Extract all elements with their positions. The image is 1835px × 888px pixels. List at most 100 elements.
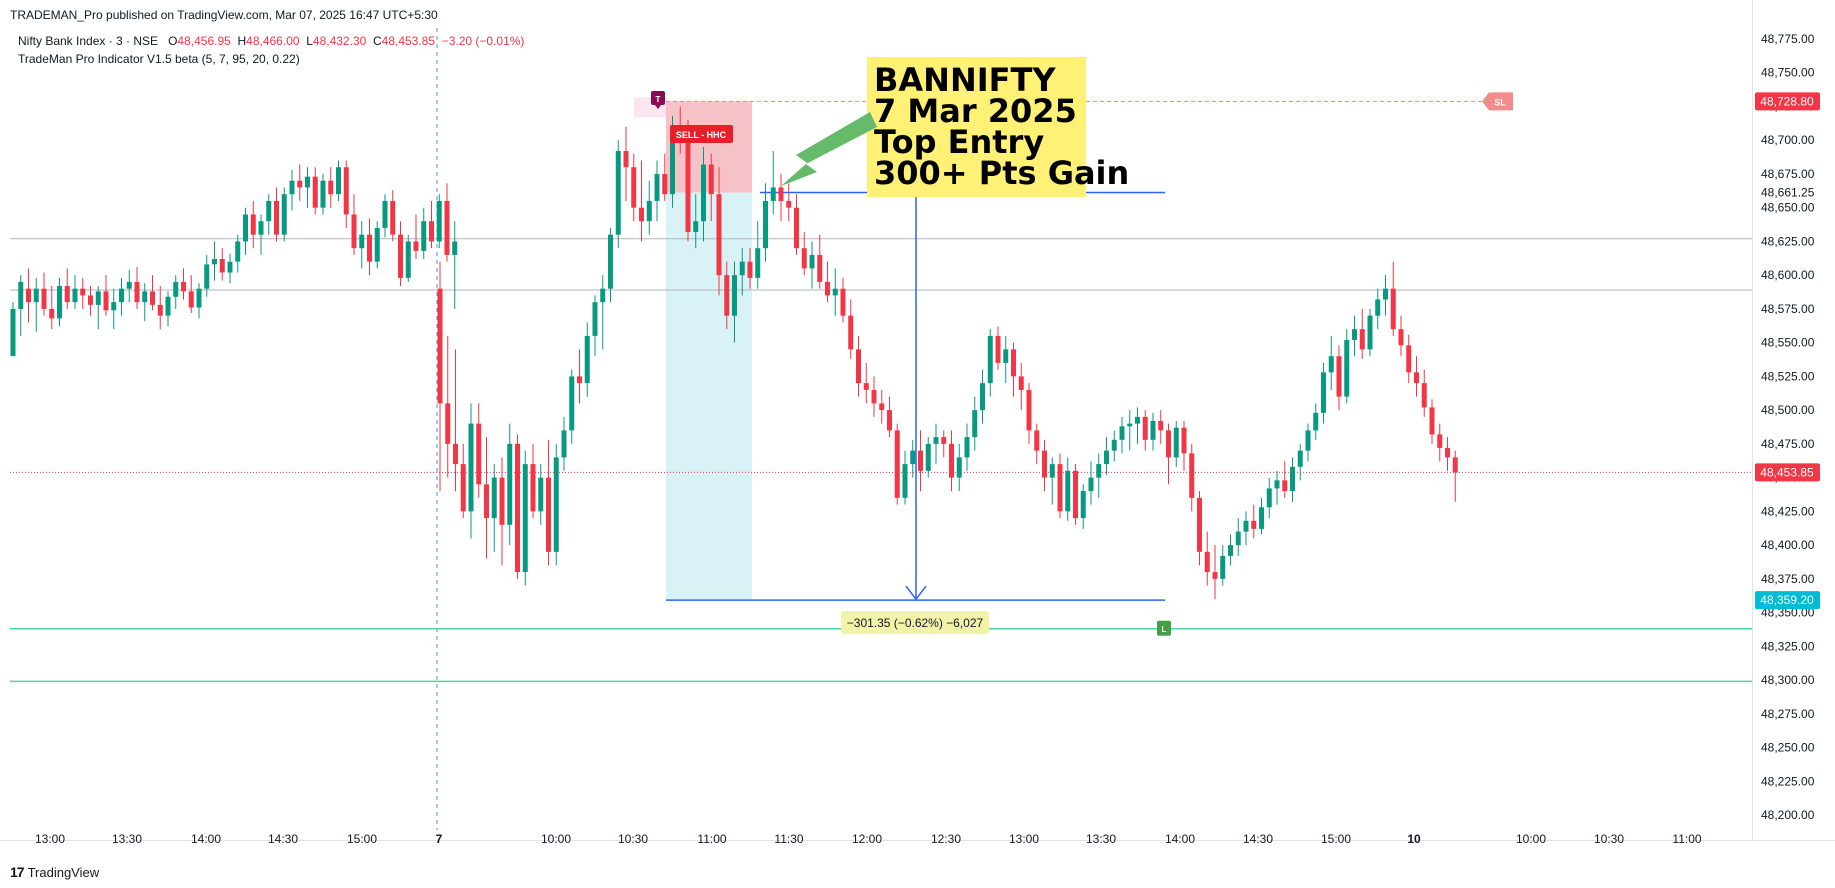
candle-body (359, 234, 365, 249)
candle-body (848, 315, 854, 350)
candle-body (413, 241, 419, 251)
candle-body (639, 207, 644, 222)
candle-body (1398, 329, 1404, 346)
time-tick-label: 14:30 (268, 832, 298, 846)
candle-body (173, 281, 179, 297)
candle-body (64, 285, 70, 303)
candle-body (654, 173, 660, 201)
price-tick-label: 48,475.00 (1761, 437, 1815, 451)
profit-zone (666, 192, 752, 601)
candle-body (405, 241, 411, 278)
candle-body (1297, 450, 1303, 467)
candle-body (964, 437, 970, 458)
time-tick-label: 10:00 (541, 832, 571, 846)
candle-body (1313, 412, 1319, 431)
candle-body (1173, 427, 1179, 458)
candle-body (72, 288, 78, 303)
candle-body (623, 151, 629, 168)
symbol-label[interactable]: Nifty Bank Index · 3 · NSE (18, 34, 159, 48)
tradingview-mark-icon: 17 (10, 864, 25, 880)
candle-body (150, 291, 155, 305)
published-caption: TRADEMAN_Pro published on TradingView.co… (10, 8, 438, 22)
open-value: 48,456.95 (177, 34, 231, 48)
price-axis[interactable]: 48,775.0048,750.0048,725.0048,700.0048,6… (1752, 0, 1815, 840)
candle-body (1305, 430, 1311, 451)
candle-body (1290, 466, 1295, 492)
candle-body (708, 164, 714, 195)
candle-body (204, 264, 210, 289)
candle-body (374, 227, 380, 262)
candle-body (1042, 450, 1047, 478)
candle-body (429, 221, 434, 242)
low-value: 48,432.30 (312, 34, 367, 48)
indicator-legend[interactable]: TradeMan Pro Indicator V1.5 beta (5, 7, … (18, 52, 300, 66)
candle-body (739, 261, 745, 276)
time-tick-label: 14:00 (191, 832, 221, 846)
candle-body (670, 129, 675, 195)
time-tick-label: 14:30 (1243, 832, 1273, 846)
time-axis[interactable]: 13:00 13:30 14:00 14:30 15:00 7 10:00 10:30 11:0… (0, 832, 1835, 846)
time-tick-label: 13:30 (112, 832, 142, 846)
candle-body (351, 214, 357, 249)
candle-body (212, 258, 217, 265)
price-tick-label: 48,600.00 (1761, 268, 1815, 282)
price-tick-label: 48,625.00 (1761, 234, 1815, 248)
candle-body (437, 288, 443, 404)
annotation-line: Top Entry (874, 123, 1044, 161)
candle-body (80, 288, 86, 296)
candle-body (716, 194, 722, 276)
tradingview-brand: TradingView (27, 864, 100, 880)
tradingview-logo[interactable]: 17 TradingView (10, 864, 99, 880)
candle-body (445, 403, 451, 444)
candle-body (119, 288, 124, 303)
measure-arrow-head (905, 585, 927, 601)
candle-body (219, 258, 225, 273)
low-label: L (306, 34, 313, 48)
candle-body (809, 254, 815, 269)
candle-body (1274, 480, 1280, 489)
annotation-line: 7 Mar 2025 (874, 92, 1077, 130)
time-tick-label: 15:00 (347, 832, 377, 846)
candle-body (26, 288, 31, 303)
price-tick-label: 48,775.00 (1761, 32, 1815, 46)
candle-body (910, 450, 916, 465)
candle-body (227, 261, 233, 273)
candle-body (794, 207, 799, 249)
candle-body (995, 335, 1001, 363)
sell-signal-label: SELL - HHC (676, 130, 727, 140)
candle-body (1088, 477, 1094, 492)
candle-body (1421, 383, 1427, 408)
price-tick-label: 48,200.00 (1761, 808, 1815, 822)
price-tick-label: 48,300.00 (1761, 673, 1815, 687)
level-lines (10, 28, 1752, 830)
measure-label-bg (841, 611, 989, 635)
candle-body (1336, 356, 1342, 397)
candle-body (817, 254, 823, 282)
t-marker-tip (655, 105, 661, 109)
price-tick-label: 48,375.00 (1761, 572, 1815, 586)
candle-body (258, 221, 264, 235)
candle-body (1321, 372, 1326, 413)
candle-body (1142, 416, 1148, 440)
candle-body (390, 200, 396, 235)
candle-body (181, 281, 186, 292)
candle-body (1344, 339, 1350, 397)
candles (10, 106, 1458, 600)
annotation-line: 300+ Pts Gain (874, 154, 1129, 192)
candle-body (522, 464, 528, 573)
candle-body (250, 214, 256, 235)
candle-body (980, 383, 985, 411)
price-tick-label: 48,700.00 (1761, 133, 1815, 147)
candle-body (484, 484, 489, 519)
high-value: 48,466.00 (246, 34, 300, 48)
candle-body (1034, 430, 1040, 451)
candle-body (515, 443, 520, 573)
entry-price-label: 48,661.25 (1761, 186, 1815, 200)
candle-body (546, 477, 551, 552)
candle-body (1111, 439, 1117, 451)
candle-body (88, 295, 93, 305)
candle-body (949, 443, 954, 478)
time-tick-label: 10:30 (1594, 832, 1624, 846)
candle-body (328, 180, 334, 195)
